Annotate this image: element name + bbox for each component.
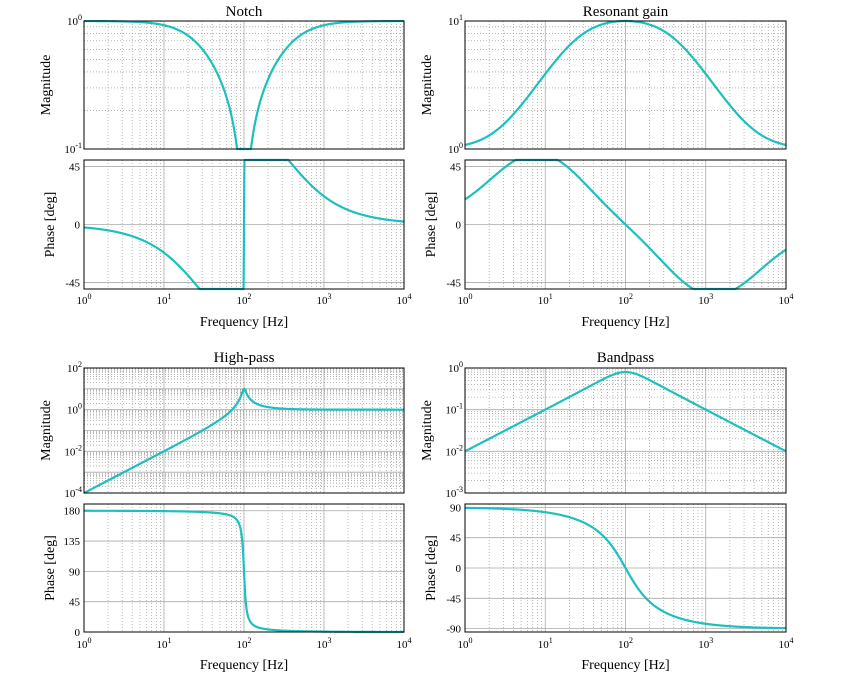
magnitude-axes-frame (464, 367, 787, 494)
phase-axes-frame (464, 159, 787, 290)
x-tick-label: 102 (237, 636, 252, 651)
x-tick-label: 100 (458, 292, 473, 307)
x-tick-label: 102 (618, 292, 633, 307)
chart-bandpass: Bandpass 100 101 102 103 104 Frequency [Hz] 100… (420, 350, 794, 673)
phase-axes-frame (83, 503, 405, 633)
chart-highpass: High-pass 100 101 102 103 104 Frequency [Hz] 10… (39, 350, 412, 673)
x-axis-label: Frequency [Hz] (200, 315, 288, 330)
x-tick-label: 103 (317, 636, 332, 651)
phase-tick-label: 45 (450, 161, 462, 173)
chart-title: Notch (226, 4, 263, 20)
x-tick-label: 104 (779, 292, 794, 307)
x-tick-label: 100 (77, 292, 92, 307)
chart-resonant: Resonant gain 100 101 102 103 104 Frequency [H… (420, 4, 794, 330)
phase-axes-frame (464, 503, 787, 633)
x-tick-label: 100 (77, 636, 92, 651)
phase-axes-frame (83, 159, 405, 290)
magnitude-tick-label: 10-4 (64, 485, 82, 500)
phase-axis-label: Phase [deg] (424, 192, 439, 258)
x-tick-label: 103 (317, 292, 332, 307)
phase-tick-label: 135 (64, 536, 81, 548)
x-tick-label: 103 (698, 292, 713, 307)
phase-tick-label: 0 (456, 220, 462, 232)
phase-axis-label: Phase [deg] (43, 535, 58, 601)
x-tick-label: 103 (698, 636, 713, 651)
phase-line (83, 158, 405, 291)
x-tick-label: 104 (397, 636, 412, 651)
magnitude-tick-label: 10-2 (64, 443, 82, 458)
magnitude-tick-label: 10-2 (445, 443, 463, 458)
magnitude-line (83, 387, 405, 494)
x-tick-label: 101 (538, 636, 553, 651)
x-tick-label: 104 (779, 636, 794, 651)
phase-tick-label: 45 (69, 597, 81, 609)
x-tick-label: 100 (458, 636, 473, 651)
magnitude-axis-label: Magnitude (39, 55, 54, 116)
phase-tick-label: 45 (450, 533, 462, 545)
magnitude-tick-label: 100 (67, 402, 82, 417)
chart-notch: Notch 100 101 102 103 104 Frequency [Hz] 10-1 10… (39, 4, 412, 330)
phase-tick-label: 0 (75, 220, 81, 232)
phase-axis-label: Phase [deg] (43, 192, 58, 258)
phase-tick-label: 180 (64, 506, 81, 518)
chart-title: High-pass (214, 350, 275, 366)
phase-tick-label: 0 (75, 627, 81, 639)
chart-title: Bandpass (597, 350, 655, 366)
phase-tick-label: 45 (69, 161, 81, 173)
phase-line (464, 506, 787, 630)
grid (465, 368, 786, 632)
x-tick-label: 101 (157, 636, 172, 651)
phase-tick-label: -90 (446, 624, 461, 636)
magnitude-tick-label: 10-1 (445, 402, 463, 417)
grid (465, 21, 786, 289)
magnitude-line (464, 370, 787, 453)
magnitude-tick-label: 100 (448, 360, 463, 375)
x-tick-label: 102 (618, 636, 633, 651)
x-tick-label: 101 (157, 292, 172, 307)
phase-tick-label: -45 (446, 593, 461, 605)
magnitude-tick-label: 101 (448, 13, 463, 28)
phase-axis-label: Phase [deg] (424, 535, 439, 601)
magnitude-tick-label: 100 (67, 13, 82, 28)
phase-tick-label: 90 (69, 566, 81, 578)
magnitude-axes-frame (464, 20, 787, 150)
magnitude-axes-frame (83, 20, 405, 150)
magnitude-axes-frame (83, 367, 405, 494)
x-axis-label: Frequency [Hz] (200, 658, 288, 673)
x-axis-label: Frequency [Hz] (581, 658, 669, 673)
magnitude-tick-label: 10-3 (445, 485, 463, 500)
magnitude-tick-label: 100 (448, 141, 463, 156)
phase-tick-label: 90 (450, 502, 462, 514)
magnitude-tick-label: 102 (67, 360, 82, 375)
magnitude-axis-label: Magnitude (39, 400, 54, 461)
phase-tick-label: -45 (65, 278, 80, 290)
magnitude-tick-label: 10-1 (64, 141, 82, 156)
x-tick-label: 102 (237, 292, 252, 307)
x-tick-label: 104 (397, 292, 412, 307)
phase-tick-label: -45 (446, 278, 461, 290)
x-tick-label: 101 (538, 292, 553, 307)
chart-title: Resonant gain (583, 4, 669, 20)
phase-tick-label: 0 (456, 563, 462, 575)
magnitude-axis-label: Magnitude (420, 55, 435, 116)
magnitude-axis-label: Magnitude (420, 400, 435, 461)
x-axis-label: Frequency [Hz] (581, 315, 669, 330)
grid (84, 21, 404, 289)
